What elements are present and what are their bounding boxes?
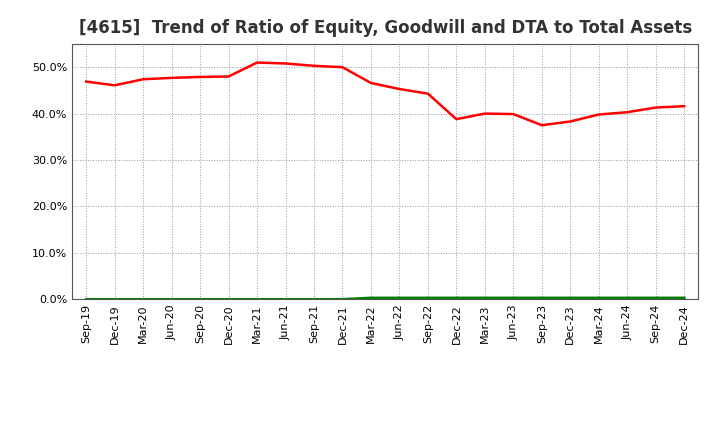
Deferred Tax Assets	[167, 297, 176, 302]
Deferred Tax Assets	[82, 297, 91, 302]
Deferred Tax Assets	[537, 295, 546, 301]
Equity	[310, 63, 318, 69]
Goodwill	[423, 297, 432, 302]
Equity	[225, 74, 233, 79]
Title: [4615]  Trend of Ratio of Equity, Goodwill and DTA to Total Assets: [4615] Trend of Ratio of Equity, Goodwil…	[78, 19, 692, 37]
Goodwill	[509, 297, 518, 302]
Goodwill	[366, 297, 375, 302]
Equity	[338, 65, 347, 70]
Line: Deferred Tax Assets: Deferred Tax Assets	[86, 298, 684, 299]
Deferred Tax Assets	[566, 295, 575, 301]
Equity	[282, 61, 290, 66]
Deferred Tax Assets	[225, 297, 233, 302]
Equity	[82, 79, 91, 84]
Equity	[537, 123, 546, 128]
Deferred Tax Assets	[395, 295, 404, 301]
Deferred Tax Assets	[253, 297, 261, 302]
Goodwill	[395, 297, 404, 302]
Goodwill	[310, 297, 318, 302]
Equity	[253, 60, 261, 65]
Equity	[652, 105, 660, 110]
Goodwill	[282, 297, 290, 302]
Deferred Tax Assets	[452, 295, 461, 301]
Goodwill	[110, 297, 119, 302]
Deferred Tax Assets	[366, 295, 375, 301]
Equity	[196, 74, 204, 80]
Goodwill	[167, 297, 176, 302]
Equity	[139, 77, 148, 82]
Goodwill	[595, 297, 603, 302]
Deferred Tax Assets	[282, 297, 290, 302]
Equity	[566, 119, 575, 124]
Goodwill	[82, 297, 91, 302]
Goodwill	[566, 297, 575, 302]
Goodwill	[537, 297, 546, 302]
Equity	[595, 112, 603, 117]
Goodwill	[139, 297, 148, 302]
Goodwill	[623, 297, 631, 302]
Deferred Tax Assets	[652, 295, 660, 301]
Deferred Tax Assets	[310, 297, 318, 302]
Line: Equity: Equity	[86, 62, 684, 125]
Equity	[680, 103, 688, 109]
Equity	[452, 117, 461, 122]
Equity	[480, 111, 489, 116]
Equity	[395, 86, 404, 92]
Goodwill	[652, 297, 660, 302]
Goodwill	[480, 297, 489, 302]
Equity	[110, 83, 119, 88]
Deferred Tax Assets	[595, 295, 603, 301]
Deferred Tax Assets	[623, 295, 631, 301]
Deferred Tax Assets	[338, 297, 347, 302]
Equity	[623, 110, 631, 115]
Equity	[423, 91, 432, 96]
Goodwill	[680, 297, 688, 302]
Equity	[509, 111, 518, 117]
Deferred Tax Assets	[509, 295, 518, 301]
Goodwill	[196, 297, 204, 302]
Deferred Tax Assets	[110, 297, 119, 302]
Deferred Tax Assets	[680, 295, 688, 301]
Goodwill	[452, 297, 461, 302]
Goodwill	[338, 297, 347, 302]
Deferred Tax Assets	[139, 297, 148, 302]
Equity	[366, 81, 375, 86]
Goodwill	[225, 297, 233, 302]
Deferred Tax Assets	[196, 297, 204, 302]
Deferred Tax Assets	[423, 295, 432, 301]
Deferred Tax Assets	[480, 295, 489, 301]
Legend: Equity, Goodwill, Deferred Tax Assets: Equity, Goodwill, Deferred Tax Assets	[202, 438, 569, 440]
Equity	[167, 75, 176, 81]
Goodwill	[253, 297, 261, 302]
